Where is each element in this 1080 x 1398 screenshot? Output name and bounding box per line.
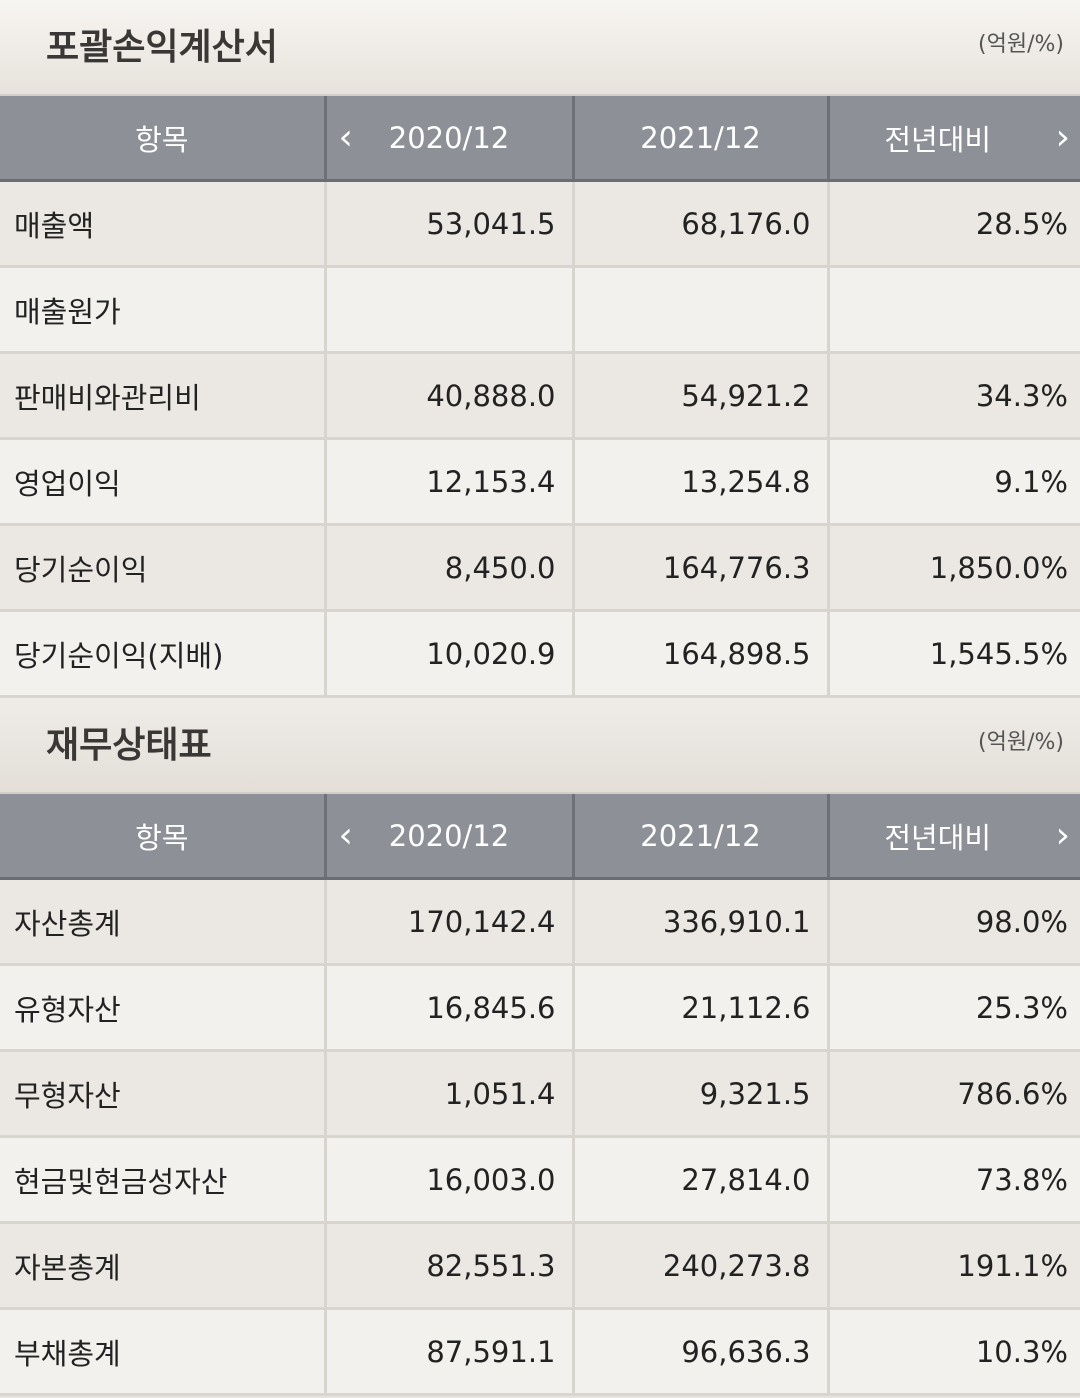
header-2021-label: 2021/12 xyxy=(640,818,761,853)
row-label: 자산총계 xyxy=(0,878,327,966)
table-row: 현금및현금성자산 16,003.0 27,814.0 73.8% xyxy=(0,1136,1080,1224)
value-2020: 87,591.1 xyxy=(325,1308,575,1396)
table-row: 매출액 53,041.5 68,176.0 28.5% xyxy=(0,180,1080,268)
value-2021: 240,273.8 xyxy=(573,1222,830,1310)
row-label: 무형자산 xyxy=(0,1050,327,1138)
table-row: 당기순이익 8,450.0 164,776.3 1,850.0% xyxy=(0,524,1080,612)
balance-sheet-header: 재무상태표 (억원/%) xyxy=(0,698,1080,794)
row-label: 당기순이익(지배) xyxy=(0,610,327,698)
value-yoy: 28.5% xyxy=(828,180,1080,268)
value-2021: 13,254.8 xyxy=(573,438,830,526)
table-row: 무형자산 1,051.4 9,321.5 786.6% xyxy=(0,1050,1080,1138)
value-yoy: 9.1% xyxy=(828,438,1080,526)
header-item-label: 항목 xyxy=(135,122,189,157)
table-row: 부채총계 87,591.1 96,636.3 10.3% xyxy=(0,1308,1080,1396)
header-2021: 2021/12 xyxy=(573,794,830,880)
header-2020: ‹ 2020/12 xyxy=(325,96,575,182)
table-row: 영업이익 12,153.4 13,254.8 9.1% xyxy=(0,438,1080,526)
row-label: 유형자산 xyxy=(0,964,327,1052)
table-row: 자본총계 82,551.3 240,273.8 191.1% xyxy=(0,1222,1080,1310)
value-2021: 54,921.2 xyxy=(573,352,830,440)
value-yoy: 191.1% xyxy=(828,1222,1080,1310)
income-statement-header: 포괄손익계산서 (억원/%) xyxy=(0,0,1080,96)
value-2021: 164,776.3 xyxy=(573,524,830,612)
value-yoy: 98.0% xyxy=(828,878,1080,966)
row-label: 현금및현금성자산 xyxy=(0,1136,327,1224)
value-2020: 16,845.6 xyxy=(325,964,575,1052)
table-header-row: 항목 ‹ 2020/12 2021/12 전년대비 › xyxy=(0,794,1080,880)
value-yoy: 25.3% xyxy=(828,964,1080,1052)
value-2020: 53,041.5 xyxy=(325,180,575,268)
unit-label: (억원/%) xyxy=(978,730,1064,755)
chevron-left-icon[interactable]: ‹ xyxy=(338,116,353,158)
row-label: 판매비와관리비 xyxy=(0,352,327,440)
value-2021: 68,176.0 xyxy=(573,180,830,268)
value-2020: 16,003.0 xyxy=(325,1136,575,1224)
header-2020-label: 2020/12 xyxy=(388,818,510,853)
balance-sheet-table: 항목 ‹ 2020/12 2021/12 전년대비 › 자산총계 170,142… xyxy=(0,794,1080,1396)
header-item: 항목 xyxy=(0,96,327,182)
row-label: 당기순이익 xyxy=(0,524,327,612)
row-label: 자본총계 xyxy=(0,1222,327,1310)
table-header-row: 항목 ‹ 2020/12 2021/12 전년대비 › xyxy=(0,96,1080,182)
row-label: 영업이익 xyxy=(0,438,327,526)
header-2021: 2021/12 xyxy=(573,96,830,182)
value-2020: 1,051.4 xyxy=(325,1050,575,1138)
table-row: 매출원가 xyxy=(0,266,1080,354)
header-yoy-label: 전년대비 xyxy=(884,820,992,855)
chevron-right-icon[interactable]: › xyxy=(1055,814,1070,856)
table-row: 당기순이익(지배) 10,020.9 164,898.5 1,545.5% xyxy=(0,610,1080,698)
value-2021: 96,636.3 xyxy=(573,1308,830,1396)
value-yoy: 34.3% xyxy=(828,352,1080,440)
header-2021-label: 2021/12 xyxy=(640,120,761,155)
value-2020: 8,450.0 xyxy=(325,524,575,612)
income-statement-table: 항목 ‹ 2020/12 2021/12 전년대비 › 매출액 53,041.5… xyxy=(0,96,1080,698)
value-yoy: 1,545.5% xyxy=(828,610,1080,698)
value-2021: 9,321.5 xyxy=(573,1050,830,1138)
value-2020: 12,153.4 xyxy=(325,438,575,526)
header-yoy: 전년대비 › xyxy=(828,96,1080,182)
table-row: 판매비와관리비 40,888.0 54,921.2 34.3% xyxy=(0,352,1080,440)
header-item: 항목 xyxy=(0,794,327,880)
row-label: 매출원가 xyxy=(0,266,327,354)
value-2021: 164,898.5 xyxy=(573,610,830,698)
value-yoy: 786.6% xyxy=(828,1050,1080,1138)
value-2021: 21,112.6 xyxy=(573,964,830,1052)
table-row: 유형자산 16,845.6 21,112.6 25.3% xyxy=(0,964,1080,1052)
chevron-right-icon[interactable]: › xyxy=(1055,116,1070,158)
value-yoy: 73.8% xyxy=(828,1136,1080,1224)
value-yoy: 1,850.0% xyxy=(828,524,1080,612)
section-title: 재무상태표 xyxy=(46,725,212,766)
value-2021 xyxy=(573,266,830,354)
header-2020-label: 2020/12 xyxy=(388,120,510,155)
header-item-label: 항목 xyxy=(135,820,189,855)
row-label: 매출액 xyxy=(0,180,327,268)
value-2021: 27,814.0 xyxy=(573,1136,830,1224)
chevron-left-icon[interactable]: ‹ xyxy=(338,814,353,856)
header-2020: ‹ 2020/12 xyxy=(325,794,575,880)
table-row: 자산총계 170,142.4 336,910.1 98.0% xyxy=(0,878,1080,966)
section-title: 포괄손익계산서 xyxy=(46,27,278,68)
value-yoy xyxy=(828,266,1080,354)
value-2020: 170,142.4 xyxy=(325,878,575,966)
value-yoy: 10.3% xyxy=(828,1308,1080,1396)
unit-label: (억원/%) xyxy=(978,32,1064,57)
value-2020 xyxy=(325,266,575,354)
header-yoy-label: 전년대비 xyxy=(884,122,992,157)
header-yoy: 전년대비 › xyxy=(828,794,1080,880)
value-2020: 40,888.0 xyxy=(325,352,575,440)
value-2020: 82,551.3 xyxy=(325,1222,575,1310)
row-label: 부채총계 xyxy=(0,1308,327,1396)
value-2020: 10,020.9 xyxy=(325,610,575,698)
value-2021: 336,910.1 xyxy=(573,878,830,966)
